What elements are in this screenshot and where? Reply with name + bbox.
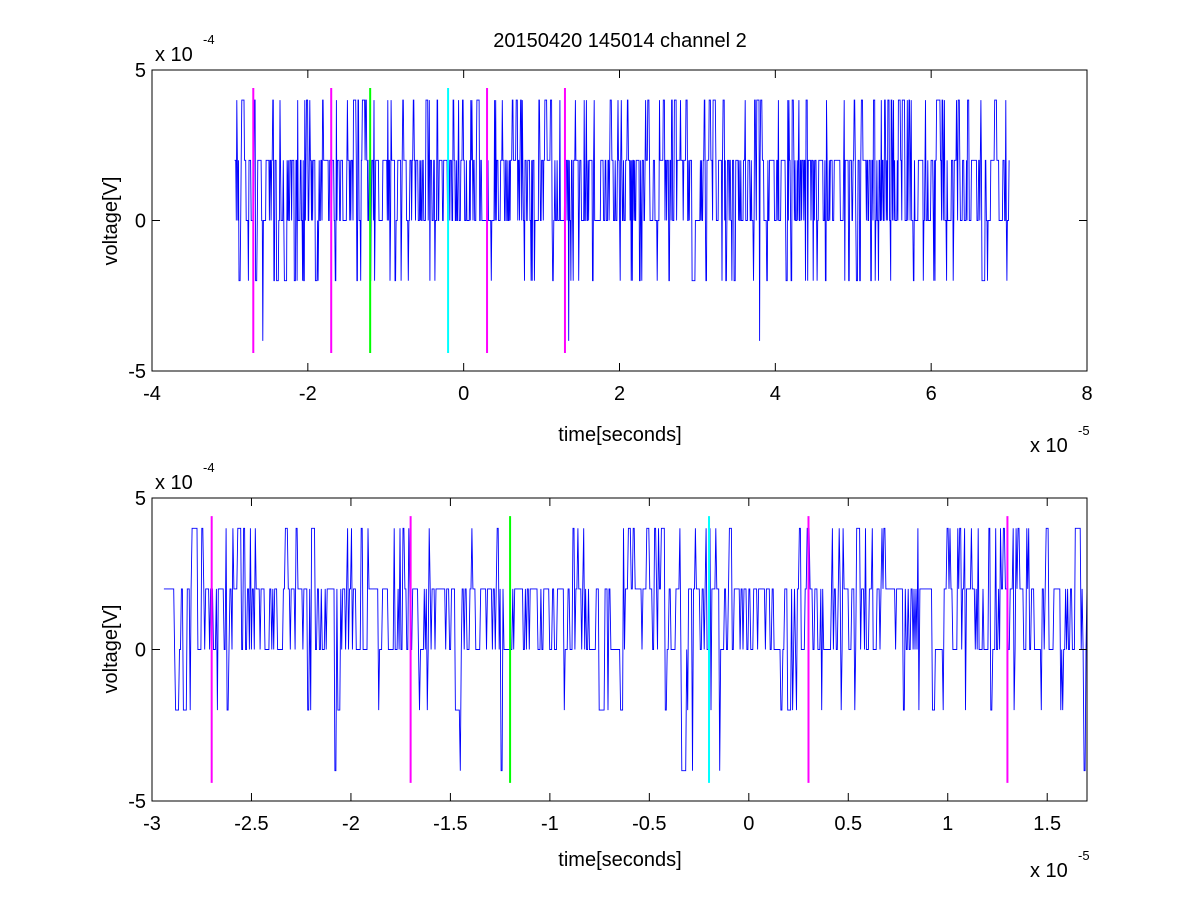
y-axis-label: voltage[V] bbox=[100, 177, 122, 266]
x-tick-label: -2 bbox=[342, 813, 360, 835]
x-tick-label: 1.5 bbox=[1033, 813, 1061, 835]
x-tick-label: -0.5 bbox=[632, 813, 666, 835]
subplot-bottom: -3 -2.5 -2 -1.5 -1 -0.5 0 0.5 1 1.5 -5 0 5 time[sec… bbox=[100, 460, 1090, 882]
y-tick-label: 5 bbox=[135, 488, 146, 510]
y-ticks-group: -5 0 5 bbox=[128, 488, 1087, 813]
y-exponent: -4 bbox=[203, 32, 215, 47]
y-exponent-label: x 10 bbox=[155, 472, 193, 494]
signal-trace-group bbox=[163, 527, 1088, 772]
x-exponent: -5 bbox=[1078, 848, 1090, 863]
x-ticks-group: -4 -2 0 2 4 6 8 bbox=[143, 70, 1093, 405]
x-axis-label: time[seconds] bbox=[558, 849, 681, 871]
y-exponent: -4 bbox=[203, 460, 215, 475]
x-tick-label: 0.5 bbox=[834, 813, 862, 835]
marker-lines-group bbox=[210, 516, 1009, 783]
signal-trace bbox=[234, 99, 1010, 341]
x-tick-label: 0 bbox=[458, 383, 469, 405]
y-tick-label: 0 bbox=[135, 211, 146, 233]
subplot-top: -4 -2 0 2 4 6 8 -505 time[seconds] voltage[V] … bbox=[100, 32, 1093, 457]
y-tick-label: 5 bbox=[135, 60, 146, 82]
x-tick-label: -2.5 bbox=[234, 813, 268, 835]
x-exponent-label: x 10 bbox=[1030, 860, 1068, 882]
y-tick-label: -5 bbox=[128, 791, 146, 813]
marker-lines-group bbox=[252, 88, 566, 353]
y-axis-label: voltage[V] bbox=[100, 605, 122, 694]
x-tick-label: 2 bbox=[614, 383, 625, 405]
x-tick-label: -4 bbox=[143, 383, 161, 405]
x-tick-label: -1 bbox=[541, 813, 559, 835]
y-exponent-label: x 10 bbox=[155, 44, 193, 66]
x-tick-label: -3 bbox=[143, 813, 161, 835]
x-tick-label: 1 bbox=[942, 813, 953, 835]
figure-title: 20150420 145014 channel 2 bbox=[493, 30, 747, 52]
x-tick-label: 6 bbox=[926, 383, 937, 405]
x-axis-label: time[seconds] bbox=[558, 424, 681, 446]
y-ticks-group: -5 0 5 bbox=[128, 60, 1087, 383]
signal-trace-group bbox=[234, 99, 1010, 341]
x-ticks-group: -3 -2.5 -2 -1.5 -1 -0.5 0 0.5 1 1.5 bbox=[143, 498, 1061, 835]
x-tick-label: 4 bbox=[770, 383, 781, 405]
x-tick-label: -2 bbox=[299, 383, 317, 405]
x-tick-label: 0 bbox=[743, 813, 754, 835]
y-tick-label: -5 bbox=[128, 361, 146, 383]
x-exponent: -5 bbox=[1078, 423, 1090, 438]
y-tick-label: 0 bbox=[135, 640, 146, 662]
signal-trace bbox=[163, 527, 1088, 772]
x-tick-label: -1.5 bbox=[433, 813, 467, 835]
x-tick-label: 8 bbox=[1081, 383, 1092, 405]
x-exponent-label: x 10 bbox=[1030, 435, 1068, 457]
